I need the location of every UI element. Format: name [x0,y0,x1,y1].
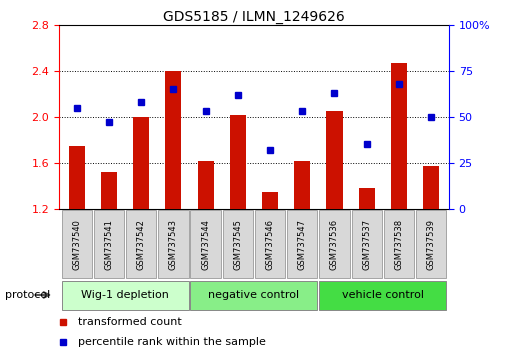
Text: GSM737546: GSM737546 [266,219,274,270]
Text: percentile rank within the sample: percentile rank within the sample [78,337,266,347]
Bar [351,210,382,278]
Text: Wig-1 depletion: Wig-1 depletion [81,290,169,300]
Bar [62,210,92,278]
Title: GDS5185 / ILMN_1249626: GDS5185 / ILMN_1249626 [163,10,345,24]
Text: GSM737538: GSM737538 [394,219,403,270]
Text: GSM737539: GSM737539 [427,219,436,270]
Bar [416,210,446,278]
Bar [423,166,439,209]
Bar [190,210,221,278]
Bar [126,210,156,278]
Bar [101,172,117,209]
Bar [326,111,343,209]
Text: GSM737543: GSM737543 [169,219,178,270]
Bar [384,210,414,278]
Text: GSM737544: GSM737544 [201,219,210,270]
Text: GSM737547: GSM737547 [298,219,307,270]
Bar [62,281,188,310]
Bar [230,114,246,209]
Bar [262,192,278,209]
Text: GSM737537: GSM737537 [362,219,371,270]
Bar [391,63,407,209]
Text: GSM737540: GSM737540 [72,219,81,270]
Bar [69,145,85,209]
Text: GSM737536: GSM737536 [330,219,339,270]
Text: GSM737541: GSM737541 [105,219,113,270]
Bar [190,281,318,310]
Bar [320,210,350,278]
Bar [223,210,253,278]
Text: transformed count: transformed count [78,318,182,327]
Bar [359,188,375,209]
Bar [320,281,446,310]
Text: vehicle control: vehicle control [342,290,424,300]
Bar [133,117,149,209]
Text: GSM737542: GSM737542 [136,219,146,270]
Text: GSM737545: GSM737545 [233,219,242,270]
Bar [158,210,188,278]
Bar [294,160,310,209]
Bar [287,210,318,278]
Bar [165,71,182,209]
Bar [255,210,285,278]
Bar [94,210,124,278]
Bar [198,160,213,209]
Text: protocol: protocol [5,290,50,300]
Text: negative control: negative control [208,290,300,300]
